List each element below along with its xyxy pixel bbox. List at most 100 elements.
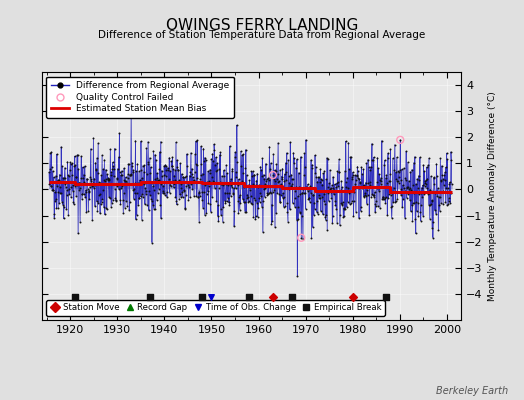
Point [142, 145, 150, 152]
Point [242, 146, 250, 153]
Point [220, 173, 228, 179]
Point [337, 187, 345, 194]
Point [416, 154, 424, 160]
Point [351, 180, 359, 187]
Point [306, 183, 314, 189]
Point [171, 194, 180, 200]
Point [149, 202, 157, 208]
Point [211, 184, 219, 191]
Point [187, 150, 195, 156]
Point [166, 190, 174, 196]
Point [185, 184, 193, 190]
Point [114, 181, 122, 187]
Point [376, 180, 385, 187]
Point [278, 176, 286, 182]
Point [109, 163, 117, 169]
Point [397, 186, 406, 192]
Point [216, 149, 224, 156]
Point [345, 189, 353, 196]
Point [213, 160, 221, 166]
Point [274, 179, 282, 185]
Point [156, 138, 165, 145]
Point [199, 145, 208, 152]
Point [136, 177, 144, 183]
Point [139, 193, 147, 200]
Point [394, 196, 402, 202]
Point [189, 178, 198, 185]
Point [378, 138, 386, 144]
Text: Difference of Station Temperature Data from Regional Average: Difference of Station Temperature Data f… [99, 30, 425, 40]
Point [265, 143, 274, 150]
Point [197, 160, 205, 167]
Point [386, 146, 395, 152]
Point [390, 166, 399, 173]
Point [432, 211, 440, 217]
Point [249, 172, 258, 178]
Point [159, 182, 167, 189]
Point [336, 212, 344, 218]
Point [425, 216, 434, 222]
Point [194, 190, 203, 196]
Point [137, 166, 146, 173]
Point [433, 193, 441, 200]
Point [107, 169, 116, 175]
Point [288, 176, 296, 182]
Point [254, 184, 262, 190]
Point [215, 166, 223, 173]
Point [199, 204, 207, 211]
Point [238, 196, 247, 202]
Point [187, 180, 195, 187]
Point [177, 181, 185, 188]
Point [123, 202, 132, 209]
Point [180, 188, 188, 194]
Point [188, 171, 196, 177]
Point [350, 188, 358, 195]
Point [261, 160, 270, 167]
Point [307, 190, 315, 196]
Point [231, 149, 239, 155]
Point [128, 163, 136, 170]
Point [156, 149, 164, 155]
Point [320, 198, 328, 204]
Point [331, 181, 339, 188]
Point [398, 182, 407, 188]
Point [54, 205, 62, 212]
Point [173, 157, 181, 163]
Point [419, 182, 427, 189]
Point [383, 212, 391, 218]
Point [311, 170, 320, 176]
Point [353, 172, 361, 178]
Point [319, 211, 327, 218]
Point [447, 156, 455, 163]
Point [199, 170, 207, 177]
Point [132, 216, 140, 222]
Point [162, 194, 171, 200]
Point [106, 146, 114, 152]
Point [118, 197, 127, 203]
Point [357, 184, 366, 191]
Point [356, 208, 365, 214]
Point [228, 166, 237, 172]
Point [257, 193, 265, 200]
Point [329, 174, 337, 180]
Point [399, 196, 407, 203]
Point [237, 180, 246, 186]
Point [341, 206, 350, 212]
Point [139, 180, 148, 187]
Point [94, 200, 103, 206]
Point [182, 172, 191, 179]
Point [93, 170, 102, 176]
Point [148, 198, 157, 204]
Point [133, 211, 141, 218]
Point [161, 162, 169, 168]
Point [381, 194, 389, 201]
Point [258, 229, 267, 235]
Point [193, 137, 202, 144]
Point [156, 202, 165, 208]
Point [378, 194, 387, 200]
Point [377, 178, 386, 185]
Point [365, 212, 374, 218]
Point [412, 181, 420, 187]
Point [382, 194, 390, 200]
Point [169, 178, 177, 184]
